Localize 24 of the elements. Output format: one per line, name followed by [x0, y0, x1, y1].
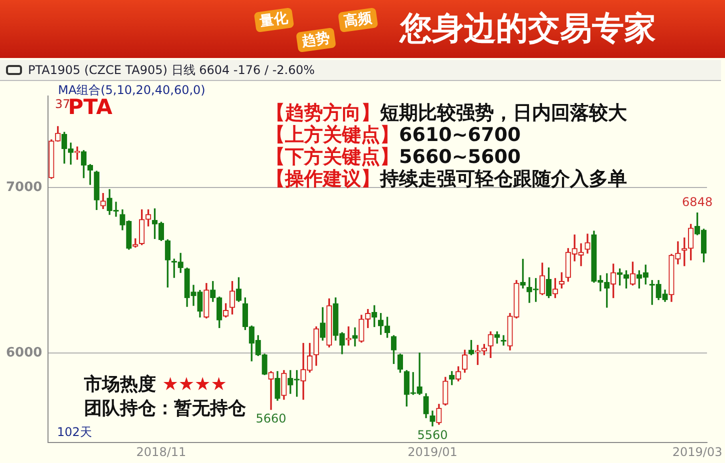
annotation: 【下方关键点】5660~5600 — [266, 146, 521, 168]
x-tick-label: 2019/03 — [672, 444, 722, 459]
annotation: 37 — [55, 97, 70, 111]
annotation: 市场热度 ★★★★ — [84, 374, 227, 395]
chart-title: PTA1905 (CZCE TA905) 日线 6604 -176 / -2.60% — [28, 62, 315, 78]
annotation: 【趋势方向】短期比较强势，日内回落较大 — [266, 102, 627, 124]
annotation: 团队持仓：暂无持仓 — [84, 398, 246, 419]
text: 量化 — [254, 7, 294, 33]
x-tick-label: 2018/11 — [136, 444, 186, 459]
x-tick-label: 2019/01 — [408, 444, 458, 459]
text: 您身边的交易专家 — [400, 9, 656, 47]
candlestick — [268, 371, 274, 410]
candlestick — [346, 326, 352, 346]
annotation: 6848 — [682, 194, 713, 209]
text: 趋势 — [296, 27, 336, 53]
text: 高频 — [338, 7, 378, 33]
annotation: 【操作建议】持续走强可轻仓跟随介入多单 — [266, 168, 627, 190]
y-tick-label: 6000 — [6, 346, 42, 361]
y-tick-label: 7000 — [6, 180, 42, 196]
annotation: 5660 — [256, 412, 286, 426]
annotation: 102天 — [57, 425, 92, 439]
annotation: 5560 — [417, 428, 448, 442]
annotation: 【上方关键点】6610~6700 — [266, 124, 521, 146]
candlestick — [352, 327, 358, 346]
